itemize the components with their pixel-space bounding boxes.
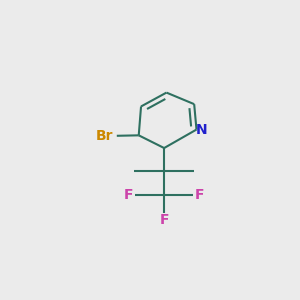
Text: N: N bbox=[196, 123, 207, 136]
Text: F: F bbox=[159, 213, 169, 226]
Text: F: F bbox=[195, 188, 205, 203]
Text: Br: Br bbox=[95, 129, 113, 143]
Text: F: F bbox=[124, 188, 133, 203]
